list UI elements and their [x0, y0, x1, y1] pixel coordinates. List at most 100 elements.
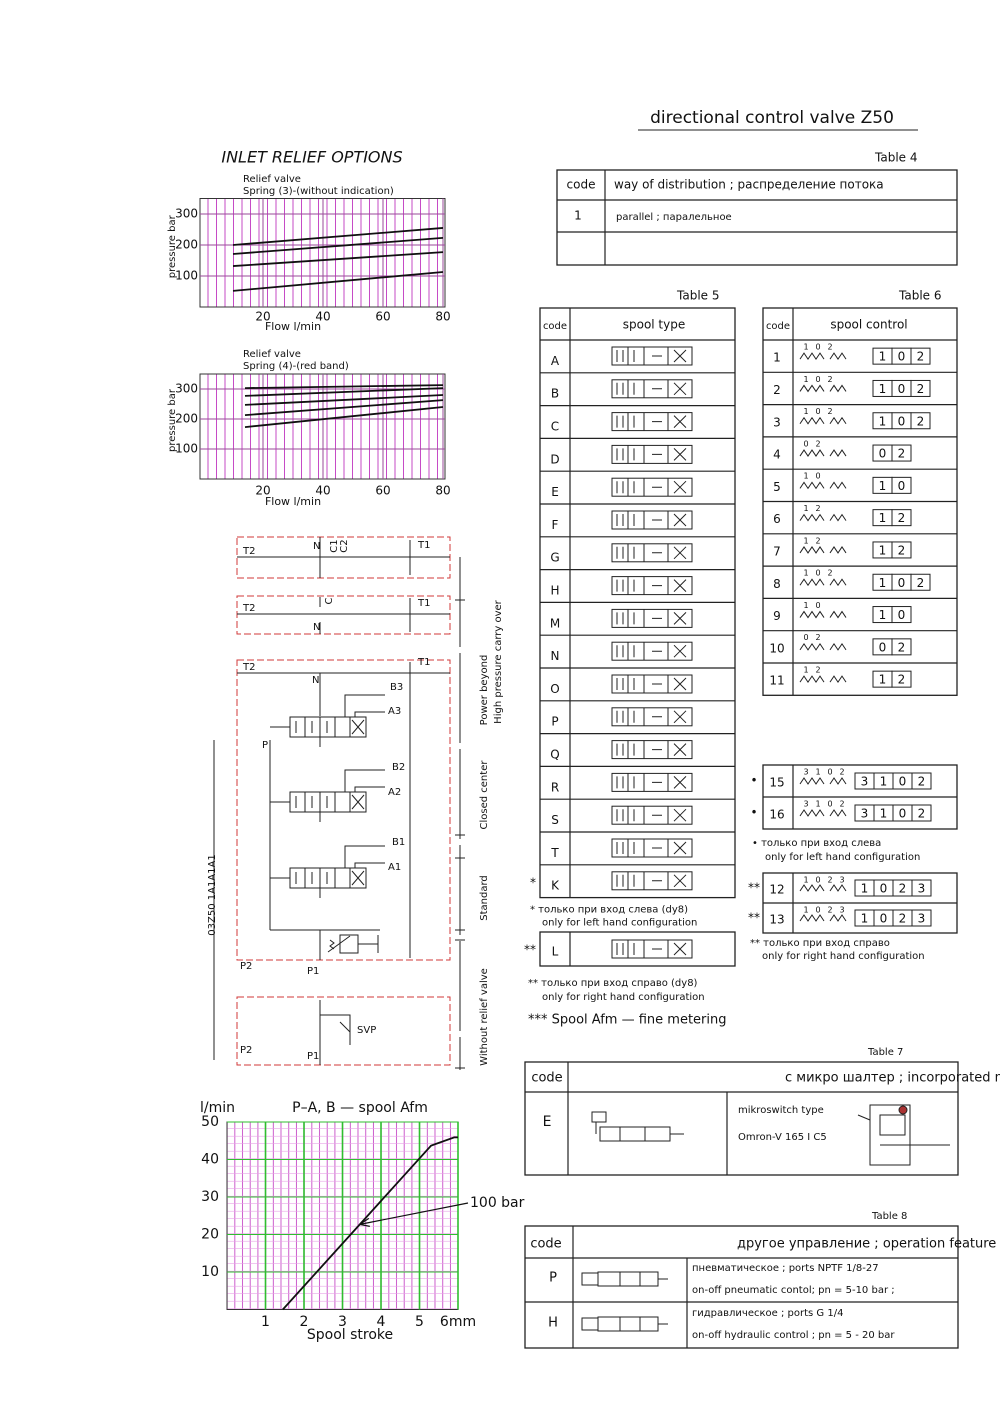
cell-text: 3 [773, 415, 781, 429]
cell-text: L [552, 945, 559, 959]
spool-arrows [616, 513, 687, 527]
cell-text: 16 [769, 808, 784, 822]
cell-text: 1 [879, 576, 887, 590]
spool-arrows [616, 349, 687, 363]
circuit-label: T2 [242, 546, 255, 557]
cell-text: Table 8 [871, 1211, 907, 1222]
section-title: INLET RELIEF OPTIONS [221, 148, 402, 167]
chart: 10 20 30 40 50 1 2 3 4 5 6mm P–A, B — spool Afm Spoo… [200, 1100, 525, 1343]
x-tick-label: 20 [255, 484, 270, 498]
cell-text: Q [550, 748, 559, 762]
cell-text: 0 [827, 800, 832, 809]
series-line [232, 227, 444, 246]
spring-symbol [799, 546, 847, 554]
position-box [891, 476, 912, 494]
cell-text: 0 [898, 382, 906, 396]
cell-text: 0 [815, 472, 820, 481]
cell-text: гидравлическое ; ports G 1/4 [692, 1308, 843, 1319]
spring-symbol [799, 513, 847, 522]
cell-text: другое управление ; operation feature [737, 1237, 996, 1252]
position-box [891, 638, 912, 656]
circuit-label: C2 [339, 539, 350, 552]
cell-text: 1 [803, 601, 808, 610]
cell-text: 2 [898, 511, 906, 525]
cell-text: 1 [879, 479, 887, 493]
cell-text: 1 [803, 504, 808, 513]
section-label: Closed center [479, 760, 490, 830]
spring-symbol [799, 610, 847, 619]
spool-symbol [611, 838, 693, 858]
cell-text: 4 [773, 448, 781, 462]
cell-text: B [551, 387, 559, 401]
circuit-label: P [262, 740, 268, 751]
cell-text: 2 [827, 343, 832, 352]
cell-text: G [550, 551, 559, 565]
y-tick-label: 10 [201, 1264, 219, 1280]
spool-symbol [611, 608, 693, 628]
spring-symbol [799, 352, 847, 361]
cell-text: A [551, 354, 560, 368]
cell-text: 2 [899, 912, 907, 926]
x-tick-label: 40 [315, 484, 330, 498]
circuit-labels: T2 N C1 C2 T1 T2 C N T1 T2 T1 N B3 A3 P B2 A2 B1 A1 P2 P1 P2 P… [207, 539, 504, 1065]
cell-text: 0 [898, 576, 906, 590]
cell-text: 3 [839, 906, 844, 915]
valve-ports [270, 769, 385, 822]
circuit-label: P1 [307, 1051, 319, 1062]
operator-symbol [581, 1271, 668, 1287]
spring-symbol [799, 416, 847, 425]
x-axis-label: Spool stroke [307, 1327, 393, 1343]
spool-arrows [616, 743, 687, 756]
circuit-label: P2 [240, 1045, 252, 1056]
x-tick-label: 60 [375, 310, 390, 324]
cell-text: 2 [918, 807, 926, 821]
cell-text: code [530, 1237, 561, 1252]
chart-title: Relief valve [243, 349, 301, 360]
series-line [232, 271, 444, 292]
spool-symbol [611, 871, 693, 891]
cell-text: H [550, 584, 559, 598]
series-line [244, 384, 444, 389]
section-label: High pressure carry over [493, 599, 504, 723]
y-tick-label: 20 [201, 1227, 219, 1243]
cell-text: ** только при вход справо [750, 938, 890, 949]
cell-text: 0 [898, 608, 906, 622]
position-box [891, 509, 912, 527]
position-box [891, 444, 912, 462]
circuit-diagram [213, 536, 465, 1070]
spool-arrows [616, 710, 687, 724]
cell-text: 3 [861, 807, 869, 821]
y-tick-label: 300 [175, 207, 198, 221]
position-box [891, 541, 912, 559]
cell-text: 2 [827, 906, 832, 915]
cell-text: 0 [898, 350, 906, 364]
cell-text: с микро шалтер ; incorporated microswitc… [785, 1071, 1000, 1086]
valve-arrows [295, 870, 365, 886]
cell-text: on-off hydraulic control ; pn = 5 - 20 b… [692, 1330, 895, 1341]
cell-text: 2 [827, 876, 832, 885]
chart-subtitle: Spring (4)-(red band) [243, 361, 349, 372]
cell-text: spool control [830, 318, 907, 332]
y-tick-label: 50 [201, 1114, 219, 1130]
model-code: 03Z50 1A1A1A1 [207, 854, 218, 935]
cell-text: 2 [917, 350, 925, 364]
section-label: Without relief valve [479, 968, 490, 1066]
y-tick-label: 200 [175, 412, 198, 426]
cell-text: C [551, 420, 559, 434]
cell-text: 1 [879, 511, 887, 525]
spool-symbol [611, 805, 693, 825]
position-box [891, 606, 912, 624]
spool-symbol [611, 346, 693, 366]
cell-text: 1 [803, 569, 808, 578]
cell-text: 2 [815, 439, 820, 448]
spool-symbol [611, 674, 693, 694]
valve-ports [270, 845, 385, 898]
cell-text: Table 7 [867, 1047, 903, 1058]
x-axis-label: Flow l/min [265, 495, 321, 508]
cell-text: 1 [574, 209, 582, 223]
cell-text: 2 [918, 775, 926, 789]
table-border [524, 1225, 959, 1349]
spool-arrows [616, 808, 687, 822]
